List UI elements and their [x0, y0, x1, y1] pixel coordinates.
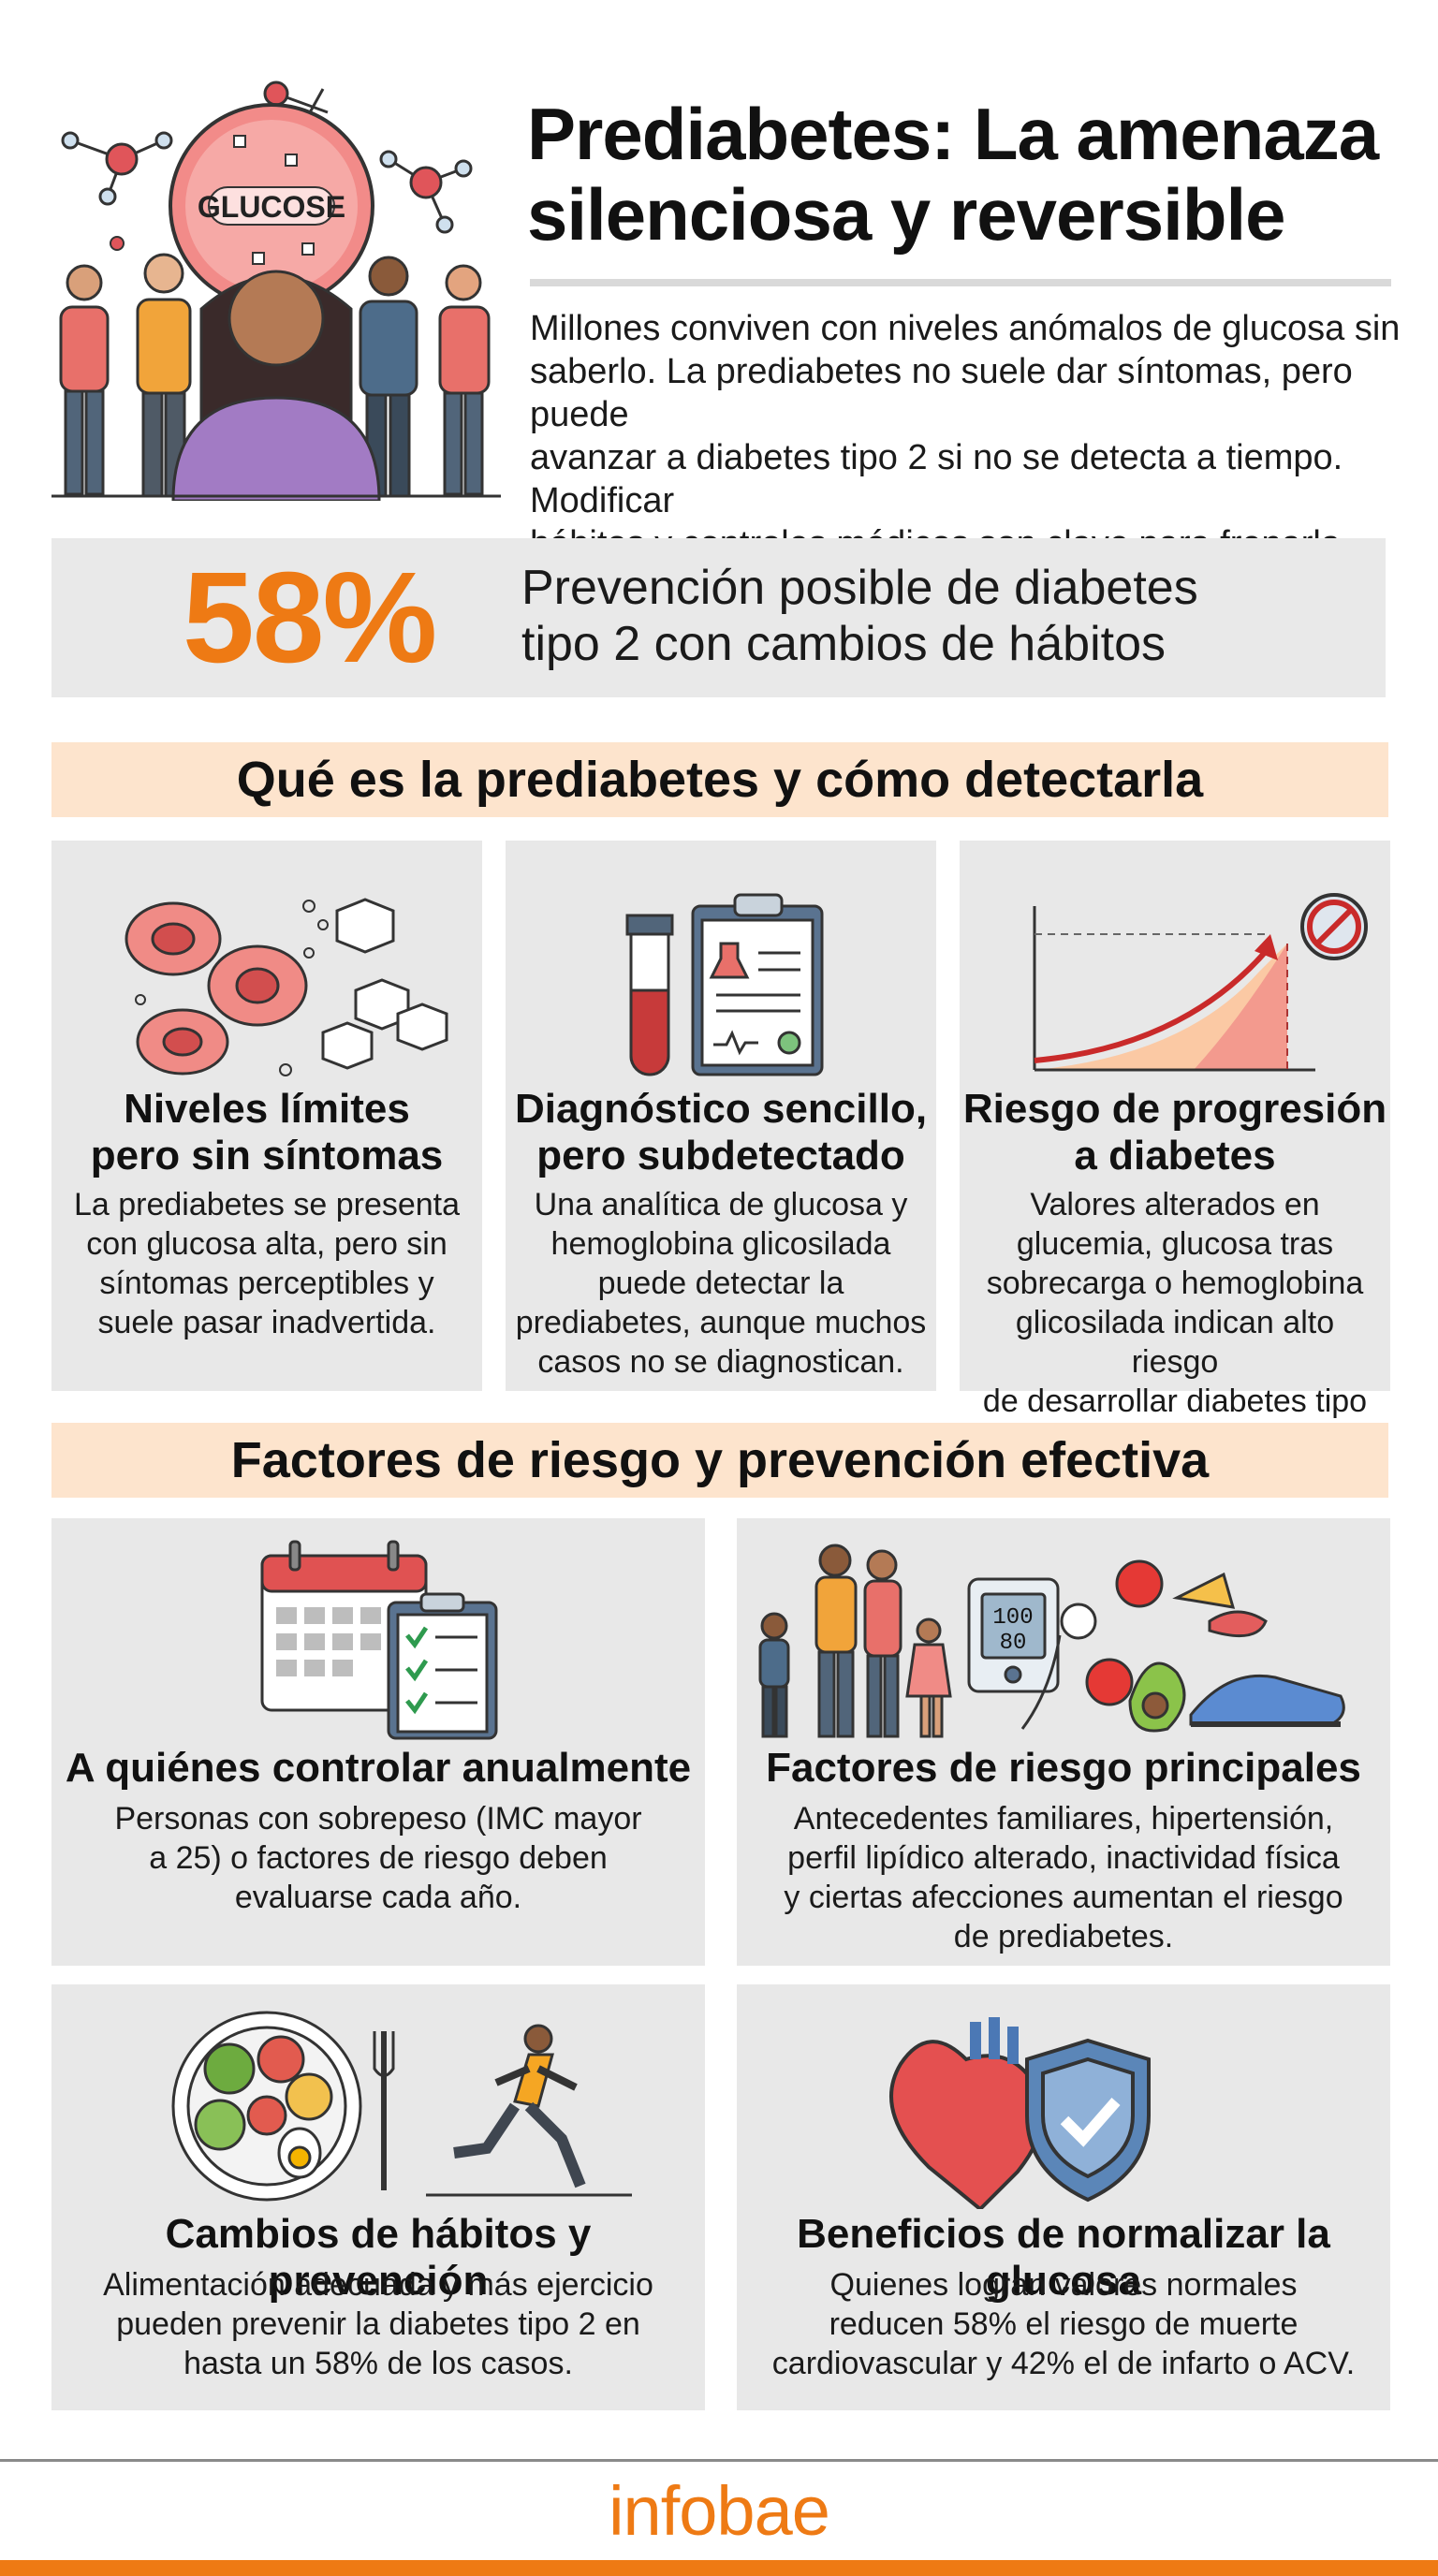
rising-curve-icon	[1033, 893, 1368, 1072]
card-normalize-benefits: Beneficios de normalizar la glucosa Quie…	[737, 1984, 1390, 2410]
card-title: Diagnóstico sencillo, pero subdetectado	[514, 1086, 928, 1178]
intro-paragraph: Millones conviven con niveles anómalos d…	[530, 309, 1401, 564]
card-habit-changes: Cambios de hábitos y prevención Alimenta…	[51, 1984, 705, 2410]
title-divider	[530, 279, 1391, 286]
section-heading: Qué es la prediabetes y cómo detectarla	[236, 752, 1204, 808]
card-text: Valores alterados en glucemia, glucosa t…	[982, 1187, 1368, 1458]
card-text: Antecedentes familiares, hipertensión, p…	[784, 1801, 1343, 1954]
card-main-risk-factors: 100 80 Factores de riesgo principales An…	[737, 1518, 1390, 1966]
glucose-badge-label: GLUCOSE	[198, 190, 345, 224]
card-text: Personas con sobrepeso (IMC mayor a 25) …	[114, 1801, 642, 1915]
card-title: Riesgo de progresión a diabetes	[962, 1086, 1387, 1178]
card-title: A quiénes controlar anualmente	[65, 1745, 692, 1791]
people-glucose-illustration: GLUCOSE	[51, 80, 501, 501]
card-title: Niveles límites pero sin síntomas	[90, 1086, 444, 1178]
calendar-checklist-icon	[260, 1540, 498, 1740]
card-text: Alimentación adecuada y más ejercicio pu…	[103, 2267, 653, 2381]
card-title: Cambios de hábitos y prevención	[165, 2211, 592, 2304]
blood-tube-clipboard-icon	[625, 893, 824, 1076]
monitor-top-reading: 100	[992, 1605, 1033, 1631]
section-heading: Factores de riesgo y prevención efectiva	[230, 1432, 1210, 1488]
card-progression-risk: Riesgo de progresión a diabetes Valores …	[960, 841, 1390, 1458]
section-header-what-is: Qué es la prediabetes y cómo detectarla	[51, 742, 1388, 817]
salad-runner-icon	[171, 2011, 632, 2202]
card-title: Factores de riesgo principales	[766, 1745, 1361, 1791]
card-title: Beneficios de normalizar la glucosa	[797, 2211, 1330, 2304]
card-text: Quienes logran valores normales reducen …	[771, 2267, 1356, 2381]
card-text: La prediabetes se presenta con glucosa a…	[73, 1187, 461, 1340]
card-limit-levels: Niveles límites pero sin síntomas La pre…	[51, 841, 482, 1391]
stat-banner	[51, 538, 1386, 697]
card-text: Una analítica de glucosa y hemoglobina g…	[515, 1187, 927, 1380]
footer-accent-bar	[0, 2560, 1438, 2576]
card-diagnosis: Diagnóstico sencillo, pero subdetectado …	[506, 841, 936, 1391]
monitor-bottom-reading: 80	[1000, 1631, 1027, 1656]
heart-shield-icon	[889, 2017, 1151, 2209]
blood-cells-sugar-cubes-icon	[125, 898, 448, 1076]
footer-divider	[0, 2459, 1438, 2462]
card-annual-screening: A quiénes controlar anualmente Personas …	[51, 1518, 705, 1966]
infobae-logo[interactable]: infobae	[609, 2472, 830, 2550]
family-blood-pressure-food-icon: 100 80	[758, 1544, 1345, 1738]
stat-value: 58%	[183, 546, 437, 690]
page-title: Prediabetes: La amenaza silenciosa y rev…	[527, 93, 1379, 256]
section-header-risk-factors: Factores de riesgo y prevención efectiva	[51, 1423, 1388, 1498]
stat-label: Prevención posible de diabetes tipo 2 co…	[521, 561, 1198, 671]
